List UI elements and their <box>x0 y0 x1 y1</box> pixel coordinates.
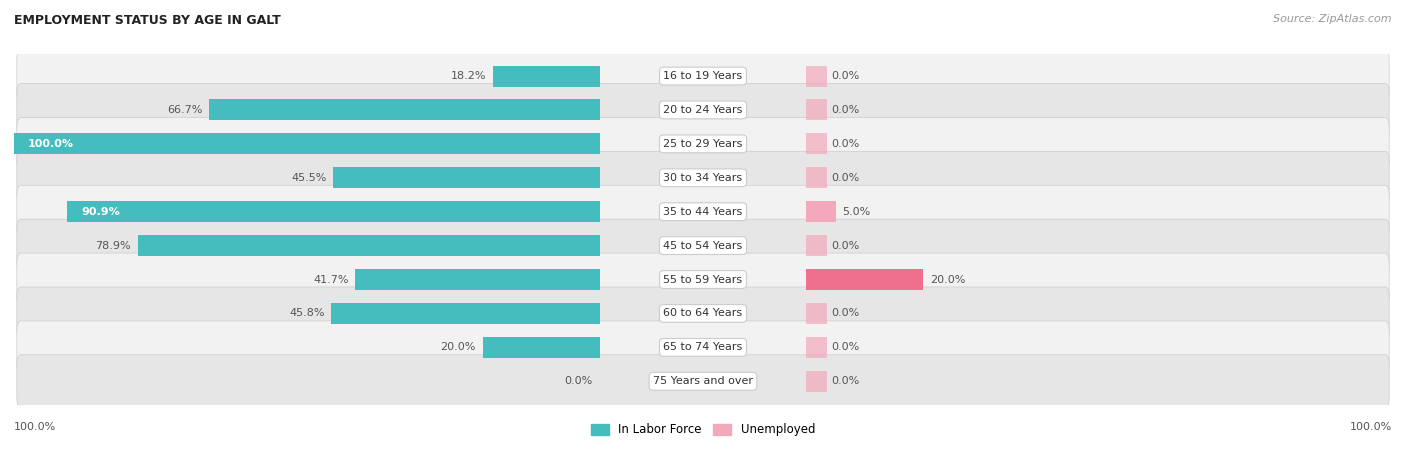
Text: 65 to 74 Years: 65 to 74 Years <box>664 342 742 352</box>
Text: 25 to 29 Years: 25 to 29 Years <box>664 139 742 149</box>
Text: 0.0%: 0.0% <box>831 71 859 81</box>
Text: 16 to 19 Years: 16 to 19 Years <box>664 71 742 81</box>
Text: 0.0%: 0.0% <box>831 173 859 183</box>
Text: 0.0%: 0.0% <box>831 376 859 386</box>
Bar <box>482 337 600 358</box>
FancyBboxPatch shape <box>17 185 1389 238</box>
FancyBboxPatch shape <box>17 321 1389 374</box>
Bar <box>356 269 600 290</box>
Text: 0.0%: 0.0% <box>565 376 593 386</box>
Bar <box>209 99 600 121</box>
Bar <box>332 303 600 324</box>
Text: 18.2%: 18.2% <box>451 71 486 81</box>
Text: 45.8%: 45.8% <box>290 308 325 319</box>
Bar <box>494 66 600 86</box>
Text: 20 to 24 Years: 20 to 24 Years <box>664 105 742 115</box>
Bar <box>807 133 827 154</box>
Bar <box>807 269 924 290</box>
Text: 55 to 59 Years: 55 to 59 Years <box>664 274 742 284</box>
Text: 45.5%: 45.5% <box>291 173 326 183</box>
Text: 0.0%: 0.0% <box>831 139 859 149</box>
Text: 45 to 54 Years: 45 to 54 Years <box>664 241 742 251</box>
Text: 30 to 34 Years: 30 to 34 Years <box>664 173 742 183</box>
Text: Source: ZipAtlas.com: Source: ZipAtlas.com <box>1274 14 1392 23</box>
Text: 60 to 64 Years: 60 to 64 Years <box>664 308 742 319</box>
Text: 0.0%: 0.0% <box>831 105 859 115</box>
FancyBboxPatch shape <box>17 84 1389 136</box>
Bar <box>807 337 827 358</box>
Bar <box>807 303 827 324</box>
FancyBboxPatch shape <box>17 117 1389 170</box>
Text: EMPLOYMENT STATUS BY AGE IN GALT: EMPLOYMENT STATUS BY AGE IN GALT <box>14 14 281 27</box>
FancyBboxPatch shape <box>17 253 1389 306</box>
Text: 20.0%: 20.0% <box>931 274 966 284</box>
Bar <box>333 167 600 188</box>
FancyBboxPatch shape <box>17 287 1389 340</box>
Bar <box>807 235 827 256</box>
Bar <box>807 201 835 222</box>
Text: 0.0%: 0.0% <box>831 241 859 251</box>
Bar <box>67 201 600 222</box>
Text: 90.9%: 90.9% <box>82 207 120 217</box>
Text: 35 to 44 Years: 35 to 44 Years <box>664 207 742 217</box>
FancyBboxPatch shape <box>17 355 1389 408</box>
Text: 0.0%: 0.0% <box>831 342 859 352</box>
Bar <box>14 133 599 154</box>
Text: 75 Years and over: 75 Years and over <box>652 376 754 386</box>
Text: 78.9%: 78.9% <box>96 241 131 251</box>
Text: 5.0%: 5.0% <box>842 207 870 217</box>
Bar <box>138 235 600 256</box>
FancyBboxPatch shape <box>17 151 1389 204</box>
Text: 41.7%: 41.7% <box>314 274 349 284</box>
Bar <box>807 167 827 188</box>
Text: 0.0%: 0.0% <box>831 308 859 319</box>
Text: 100.0%: 100.0% <box>28 139 75 149</box>
Bar <box>807 66 827 86</box>
Text: 100.0%: 100.0% <box>1350 422 1392 432</box>
Bar <box>807 99 827 121</box>
Text: 66.7%: 66.7% <box>167 105 202 115</box>
Legend: In Labor Force, Unemployed: In Labor Force, Unemployed <box>586 419 820 441</box>
Text: 100.0%: 100.0% <box>14 422 56 432</box>
FancyBboxPatch shape <box>17 50 1389 103</box>
Text: 20.0%: 20.0% <box>440 342 475 352</box>
Bar <box>807 371 827 392</box>
FancyBboxPatch shape <box>17 219 1389 272</box>
